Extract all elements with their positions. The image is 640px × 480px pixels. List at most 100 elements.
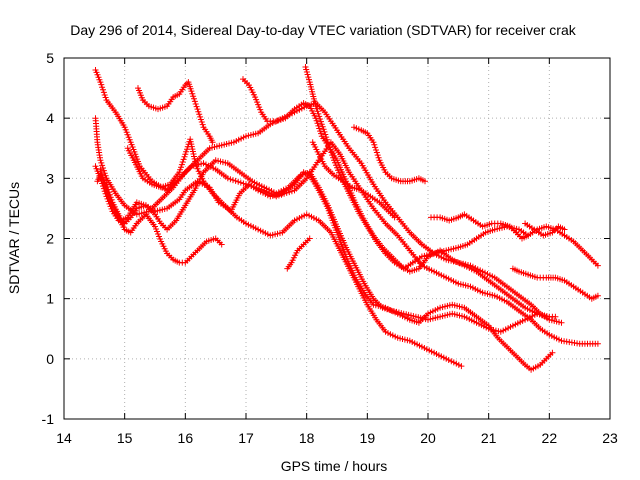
data-point-marker	[196, 111, 203, 118]
series-arc-7	[124, 136, 556, 373]
data-point-marker	[232, 177, 239, 184]
data-point-marker	[227, 176, 234, 183]
series-trace	[286, 237, 311, 270]
data-point-marker	[194, 106, 201, 113]
data-point-marker	[100, 89, 107, 96]
data-point-marker	[318, 121, 325, 128]
data-point-marker	[315, 122, 322, 129]
x-tick-label: 15	[117, 430, 133, 446]
data-point-marker	[97, 157, 104, 164]
data-point-marker	[313, 105, 320, 112]
data-point-marker	[104, 183, 111, 190]
series-arc-13	[428, 211, 601, 269]
data-point-marker	[314, 108, 321, 115]
data-point-marker	[329, 152, 336, 159]
x-tick-label: 14	[56, 430, 72, 446]
data-point-marker	[107, 194, 114, 201]
data-point-marker	[445, 357, 452, 363]
y-axis-label: SDTVAR / TECUs	[6, 182, 22, 294]
data-point-marker	[178, 161, 185, 168]
data-point-marker	[100, 165, 106, 171]
data-point-marker	[324, 139, 331, 146]
data-point-marker	[224, 175, 231, 182]
data-point-marker	[314, 120, 321, 127]
data-point-marker	[190, 93, 197, 100]
data-point-marker	[594, 292, 601, 299]
x-tick-label: 18	[299, 430, 315, 446]
data-point-marker	[558, 319, 565, 326]
data-point-marker	[373, 149, 380, 156]
data-point-marker	[552, 313, 559, 320]
data-point-marker	[328, 149, 335, 156]
data-point-marker	[313, 117, 320, 124]
data-point-marker	[455, 361, 462, 368]
data-point-marker	[306, 235, 313, 242]
data-point-marker	[179, 159, 186, 165]
data-point-marker	[103, 181, 110, 188]
data-point-marker	[106, 189, 113, 196]
data-series-layer	[92, 64, 601, 373]
y-tick-label: 3	[46, 170, 54, 186]
y-tick-label: 2	[46, 231, 54, 247]
data-point-marker	[105, 186, 112, 193]
x-tick-label: 19	[360, 430, 376, 446]
series-arc-12	[284, 235, 313, 272]
data-point-marker	[188, 88, 195, 95]
chart-title: Day 296 of 2014, Sidereal Day-to-day VTE…	[70, 22, 576, 38]
data-point-marker	[184, 146, 190, 153]
data-point-marker	[101, 170, 108, 177]
y-tick-label: -1	[42, 411, 55, 427]
data-point-marker	[108, 196, 115, 203]
data-point-marker	[100, 167, 107, 174]
data-point-marker	[99, 84, 106, 91]
data-point-marker	[316, 113, 323, 120]
series-arc-6	[135, 79, 216, 146]
x-tick-label: 21	[481, 430, 497, 446]
data-point-marker	[370, 139, 377, 146]
data-point-marker	[561, 226, 568, 233]
data-point-marker	[98, 168, 105, 175]
data-point-marker	[372, 144, 379, 151]
data-point-marker	[102, 94, 109, 101]
data-point-marker	[197, 113, 204, 120]
data-point-marker	[320, 126, 327, 133]
data-point-marker	[594, 340, 601, 347]
data-point-marker	[191, 95, 197, 102]
data-point-marker	[322, 131, 329, 138]
y-tick-label: 0	[46, 351, 54, 367]
data-point-marker	[312, 103, 319, 110]
data-point-marker	[371, 141, 378, 148]
data-point-marker	[318, 118, 324, 125]
data-point-marker	[304, 71, 311, 78]
data-point-marker	[198, 119, 205, 125]
series-arc-11	[309, 139, 398, 221]
data-point-marker	[375, 154, 382, 161]
data-point-marker	[317, 116, 324, 122]
data-point-marker	[458, 363, 465, 370]
series-arc-15	[522, 220, 568, 239]
data-point-marker	[374, 152, 381, 159]
data-point-marker	[323, 134, 330, 141]
series-arc-4	[97, 166, 225, 266]
data-point-marker	[97, 166, 104, 173]
data-point-marker	[209, 139, 216, 146]
data-point-marker	[391, 214, 398, 221]
data-point-marker	[318, 130, 324, 137]
data-point-marker	[218, 241, 225, 248]
data-point-marker	[235, 178, 242, 185]
data-point-marker	[422, 178, 428, 185]
data-point-marker	[230, 177, 236, 184]
x-tick-label: 20	[420, 430, 436, 446]
data-point-marker	[192, 101, 199, 107]
data-point-marker	[594, 262, 601, 269]
data-point-marker	[178, 164, 184, 171]
series-trace	[137, 81, 214, 143]
data-point-marker	[549, 349, 556, 356]
data-point-marker	[321, 128, 328, 135]
x-tick-label: 23	[602, 430, 618, 446]
data-point-marker	[180, 156, 187, 163]
data-point-marker	[288, 188, 295, 195]
data-point-marker	[330, 154, 337, 161]
data-point-marker	[326, 144, 333, 151]
